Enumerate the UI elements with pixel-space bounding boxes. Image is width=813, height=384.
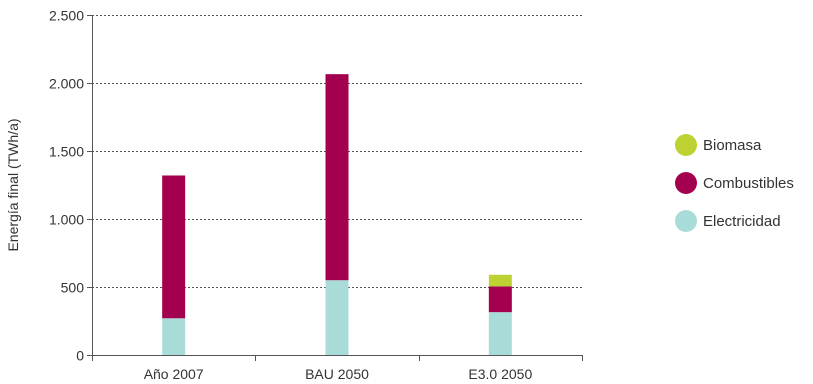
y-ticks: 0 500 1.000 1.500 2.000 2.500 [49, 8, 92, 364]
y-axis-title: Energía final (TWh/a) [5, 118, 21, 251]
bars [162, 74, 512, 355]
x-tick-label: BAU 2050 [305, 366, 369, 382]
legend: Biomasa Combustibles Electricidad [675, 134, 794, 232]
x-tick-label: Año 2007 [144, 366, 204, 382]
y-tick-label: 2.500 [49, 8, 84, 24]
bar-electricidad-1 [325, 280, 349, 355]
bar-combustibles-2 [488, 286, 512, 313]
bar-combustibles-0 [162, 175, 186, 319]
bar-combustibles-1 [325, 74, 349, 281]
legend-swatch-combustibles [675, 172, 697, 194]
bar-electricidad-0 [162, 318, 186, 355]
legend-swatch-biomasa [675, 134, 697, 156]
y-tick-label: 0 [76, 348, 84, 364]
axes [92, 15, 582, 356]
bar-electricidad-2 [488, 312, 512, 355]
legend-label-biomasa: Biomasa [703, 137, 762, 154]
y-tick-label: 1.000 [49, 212, 84, 228]
legend-swatch-electricidad [675, 210, 697, 232]
legend-label-combustibles: Combustibles [703, 175, 794, 192]
x-ticks: Año 2007 BAU 2050 E3.0 2050 [92, 355, 583, 382]
y-tick-label: 1.500 [49, 144, 84, 160]
y-tick-label: 2.000 [49, 76, 84, 92]
y-tick-label: 500 [61, 280, 85, 296]
bar-biomasa-2 [488, 274, 512, 287]
x-tick-label: E3.0 2050 [468, 366, 532, 382]
legend-label-electricidad: Electricidad [703, 213, 781, 230]
